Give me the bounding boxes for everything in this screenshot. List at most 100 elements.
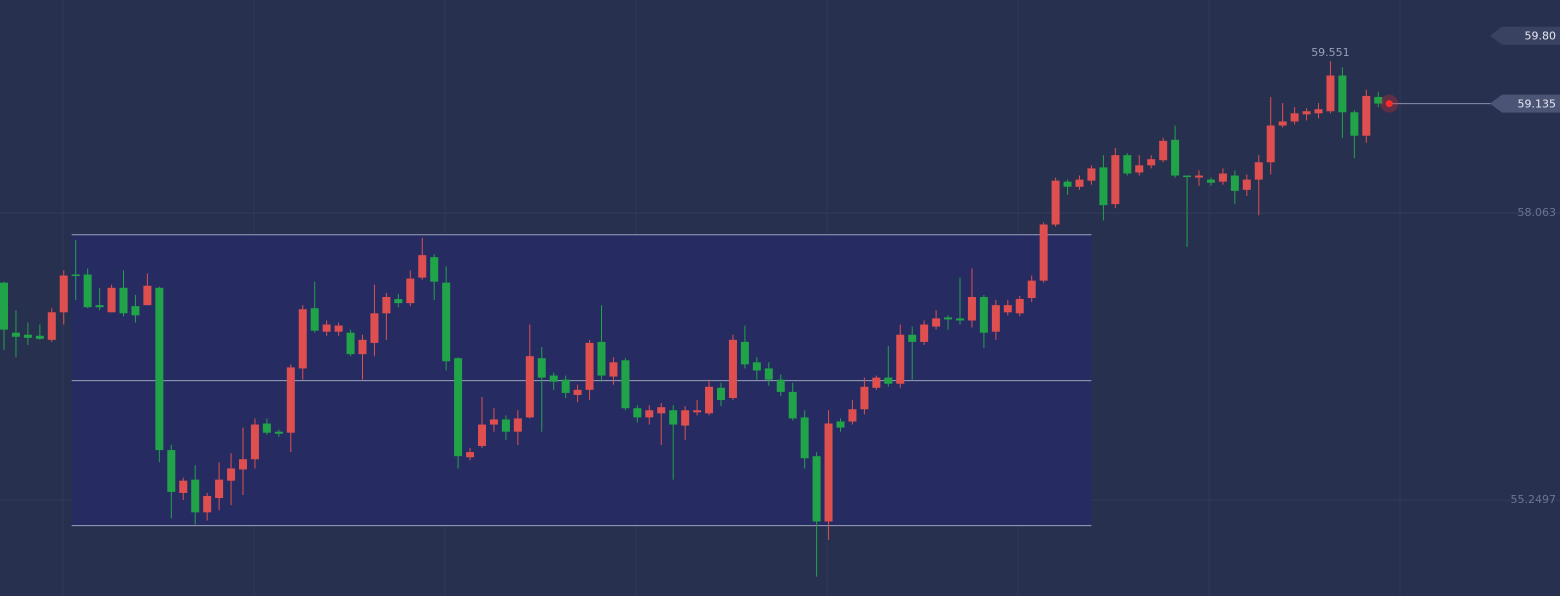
candle-body <box>573 389 582 395</box>
current-price-dot <box>1385 100 1393 108</box>
candle-body <box>967 296 976 321</box>
candle-body <box>896 334 905 384</box>
candle-body <box>1290 113 1299 122</box>
candle-body <box>1063 181 1072 187</box>
candle-body <box>358 339 367 355</box>
candle-body <box>597 341 606 376</box>
candle-body <box>1027 280 1036 298</box>
candle-body <box>179 480 188 493</box>
candle-body <box>71 274 80 277</box>
candle-body <box>561 379 570 393</box>
candle-body <box>1362 95 1371 136</box>
candle-body <box>633 408 642 418</box>
candle-body <box>454 358 463 457</box>
candle-body <box>119 287 128 314</box>
candle-body <box>537 358 546 378</box>
candle-body <box>800 417 809 459</box>
candle-body <box>442 282 451 362</box>
candle-body <box>920 324 929 342</box>
candle-body <box>501 419 510 432</box>
candle-body <box>155 287 164 451</box>
candle-body <box>1230 175 1239 191</box>
candle-body <box>645 410 654 418</box>
candle-body <box>609 362 618 377</box>
candle-body <box>585 342 594 390</box>
candle-body <box>1206 179 1215 183</box>
candle-body <box>884 377 893 384</box>
candle-body <box>1051 180 1060 225</box>
candle-body <box>262 423 271 433</box>
candle-body <box>991 305 1000 332</box>
candle-body <box>346 332 355 355</box>
candle-body <box>1242 179 1251 190</box>
candle-body <box>478 424 486 446</box>
candle-body <box>908 334 917 342</box>
candle-body <box>1123 155 1132 174</box>
candle-body <box>59 275 68 313</box>
candle-body <box>657 407 666 414</box>
candle-body <box>143 285 152 306</box>
candle-body <box>693 410 702 413</box>
candle-body <box>131 306 140 316</box>
candle-body <box>83 274 92 308</box>
y-tick-label: 58.063 <box>1518 206 1557 219</box>
candle-body <box>95 305 104 308</box>
candle-body <box>1278 121 1287 126</box>
candle-body <box>489 419 498 425</box>
candle-body <box>1075 179 1084 187</box>
candle-body <box>227 468 236 481</box>
candle-body <box>0 282 8 330</box>
candle-body <box>1302 111 1311 115</box>
candle-body <box>836 421 845 428</box>
candle-body <box>812 456 821 522</box>
candle-body <box>705 386 714 414</box>
candle-body <box>298 309 307 369</box>
candle-body <box>11 332 20 337</box>
current-price-tag-label: 59.135 <box>1518 98 1557 111</box>
candle-body <box>944 317 953 320</box>
candle-body <box>370 313 379 343</box>
candle-body <box>1374 96 1383 104</box>
y-tick-label: 55.2497 <box>1511 493 1557 506</box>
candle-body <box>776 379 785 392</box>
candle-body <box>203 495 212 513</box>
candle-body <box>286 367 295 433</box>
candle-body <box>322 324 331 332</box>
candle-body <box>1111 155 1120 205</box>
candle-body <box>418 255 427 278</box>
candle-body <box>1099 167 1108 206</box>
candle-body <box>107 287 116 313</box>
candle-body <box>1254 162 1263 180</box>
candle-body <box>35 335 44 339</box>
candle-body <box>1266 125 1275 163</box>
candle-body <box>191 479 200 513</box>
candle-body <box>1135 165 1144 173</box>
current-price-tag-box <box>1490 94 1560 113</box>
candle-body <box>382 296 391 314</box>
candle-body <box>1087 168 1096 181</box>
candle-body <box>1183 175 1192 178</box>
candle-body <box>956 318 964 321</box>
candle-body <box>430 257 439 282</box>
candle-body <box>215 479 224 499</box>
candle-body <box>513 418 522 432</box>
channel-area <box>71 234 1092 526</box>
candle-body <box>932 318 941 327</box>
candle-body <box>1003 305 1012 313</box>
candle-body <box>979 296 988 333</box>
candle-body <box>310 308 319 331</box>
candle-body <box>250 424 259 460</box>
candle-body <box>1338 75 1347 113</box>
candle-body <box>872 377 881 388</box>
candle-body <box>525 356 534 418</box>
candle-body <box>717 387 725 401</box>
candle-body <box>1159 140 1168 161</box>
candle-body <box>752 362 761 371</box>
candle-body <box>824 423 833 522</box>
candle-body <box>728 339 737 399</box>
candle-body <box>860 386 869 410</box>
candle-body <box>406 278 415 304</box>
candle-body <box>549 375 558 382</box>
candle-body <box>239 459 247 470</box>
